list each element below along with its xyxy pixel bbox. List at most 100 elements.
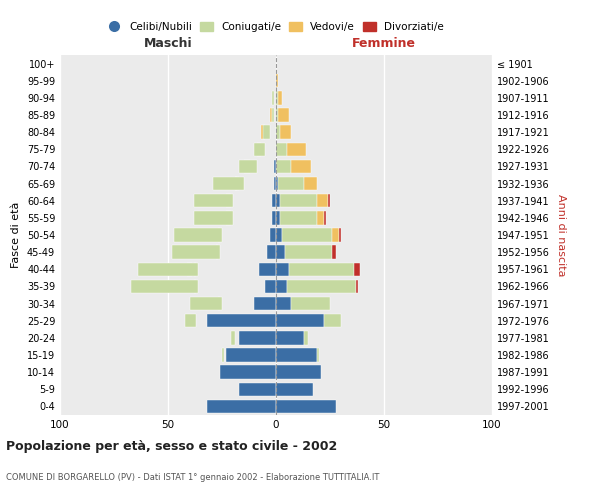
Bar [278, 91, 283, 104]
Legend: Celibi/Nubili, Coniugati/e, Vedovi/e, Divorziati/e: Celibi/Nubili, Coniugati/e, Vedovi/e, Di… [104, 18, 448, 36]
Bar [218, 228, 220, 241]
Bar [190, 297, 222, 310]
Bar [272, 211, 276, 224]
Bar [304, 177, 317, 190]
Bar [276, 126, 280, 139]
Bar [194, 194, 233, 207]
Bar [276, 228, 283, 241]
Bar [244, 160, 250, 173]
Bar [207, 314, 276, 328]
Bar [276, 262, 289, 276]
Bar [284, 246, 332, 259]
Bar [226, 194, 229, 207]
Bar [276, 400, 337, 413]
Bar [276, 108, 278, 122]
Bar [291, 160, 311, 173]
Bar [332, 246, 337, 259]
Bar [276, 366, 322, 379]
Bar [278, 108, 289, 122]
Bar [269, 228, 276, 241]
Bar [272, 194, 276, 207]
Bar [230, 331, 235, 344]
Bar [138, 262, 198, 276]
Bar [280, 211, 317, 224]
Bar [254, 142, 265, 156]
Y-axis label: Anni di nascita: Anni di nascita [556, 194, 566, 276]
Bar [356, 280, 358, 293]
Bar [194, 262, 196, 276]
Bar [274, 177, 276, 190]
Bar [276, 297, 291, 310]
Bar [187, 262, 192, 276]
Bar [254, 297, 276, 310]
Bar [194, 211, 233, 224]
Bar [291, 297, 330, 310]
Bar [304, 331, 308, 344]
Bar [276, 160, 291, 173]
Bar [276, 246, 284, 259]
Bar [269, 108, 272, 122]
Bar [229, 211, 230, 224]
Bar [272, 108, 274, 122]
Bar [215, 246, 218, 259]
Bar [257, 142, 261, 156]
Bar [276, 91, 278, 104]
Bar [323, 211, 326, 224]
Bar [280, 194, 317, 207]
Bar [354, 262, 360, 276]
Text: Maschi: Maschi [143, 37, 193, 50]
Bar [214, 177, 244, 190]
Bar [207, 400, 276, 413]
Bar [287, 280, 356, 293]
Text: Popolazione per età, sesso e stato civile - 2002: Popolazione per età, sesso e stato civil… [6, 440, 337, 453]
Bar [222, 348, 224, 362]
Bar [229, 194, 230, 207]
Text: COMUNE DI BORGARELLO (PV) - Dati ISTAT 1° gennaio 2002 - Elaborazione TUTTITALIA: COMUNE DI BORGARELLO (PV) - Dati ISTAT 1… [6, 473, 379, 482]
Bar [287, 142, 306, 156]
Bar [276, 211, 280, 224]
Bar [338, 228, 341, 241]
Bar [276, 280, 287, 293]
Bar [276, 348, 317, 362]
Bar [226, 348, 276, 362]
Bar [276, 331, 304, 344]
Bar [280, 126, 291, 139]
Bar [276, 194, 280, 207]
Bar [226, 211, 229, 224]
Bar [276, 142, 287, 156]
Bar [194, 280, 196, 293]
Bar [332, 228, 338, 241]
Bar [317, 211, 323, 224]
Bar [276, 382, 313, 396]
Bar [328, 194, 330, 207]
Bar [261, 126, 265, 139]
Bar [276, 74, 278, 88]
Bar [317, 348, 319, 362]
Bar [278, 177, 304, 190]
Y-axis label: Fasce di età: Fasce di età [11, 202, 21, 268]
Bar [317, 194, 328, 207]
Bar [175, 228, 222, 241]
Bar [323, 314, 341, 328]
Bar [265, 280, 276, 293]
Bar [274, 160, 276, 173]
Bar [239, 331, 276, 344]
Bar [185, 314, 196, 328]
Bar [239, 382, 276, 396]
Bar [218, 297, 220, 310]
Bar [235, 177, 237, 190]
Bar [263, 126, 269, 139]
Bar [289, 262, 354, 276]
Bar [239, 160, 257, 173]
Bar [220, 366, 276, 379]
Bar [235, 177, 239, 190]
Bar [276, 177, 278, 190]
Bar [276, 314, 323, 328]
Bar [272, 91, 274, 104]
Bar [283, 228, 332, 241]
Bar [172, 246, 220, 259]
Bar [259, 262, 276, 276]
Text: Femmine: Femmine [352, 37, 416, 50]
Bar [131, 280, 198, 293]
Bar [268, 246, 276, 259]
